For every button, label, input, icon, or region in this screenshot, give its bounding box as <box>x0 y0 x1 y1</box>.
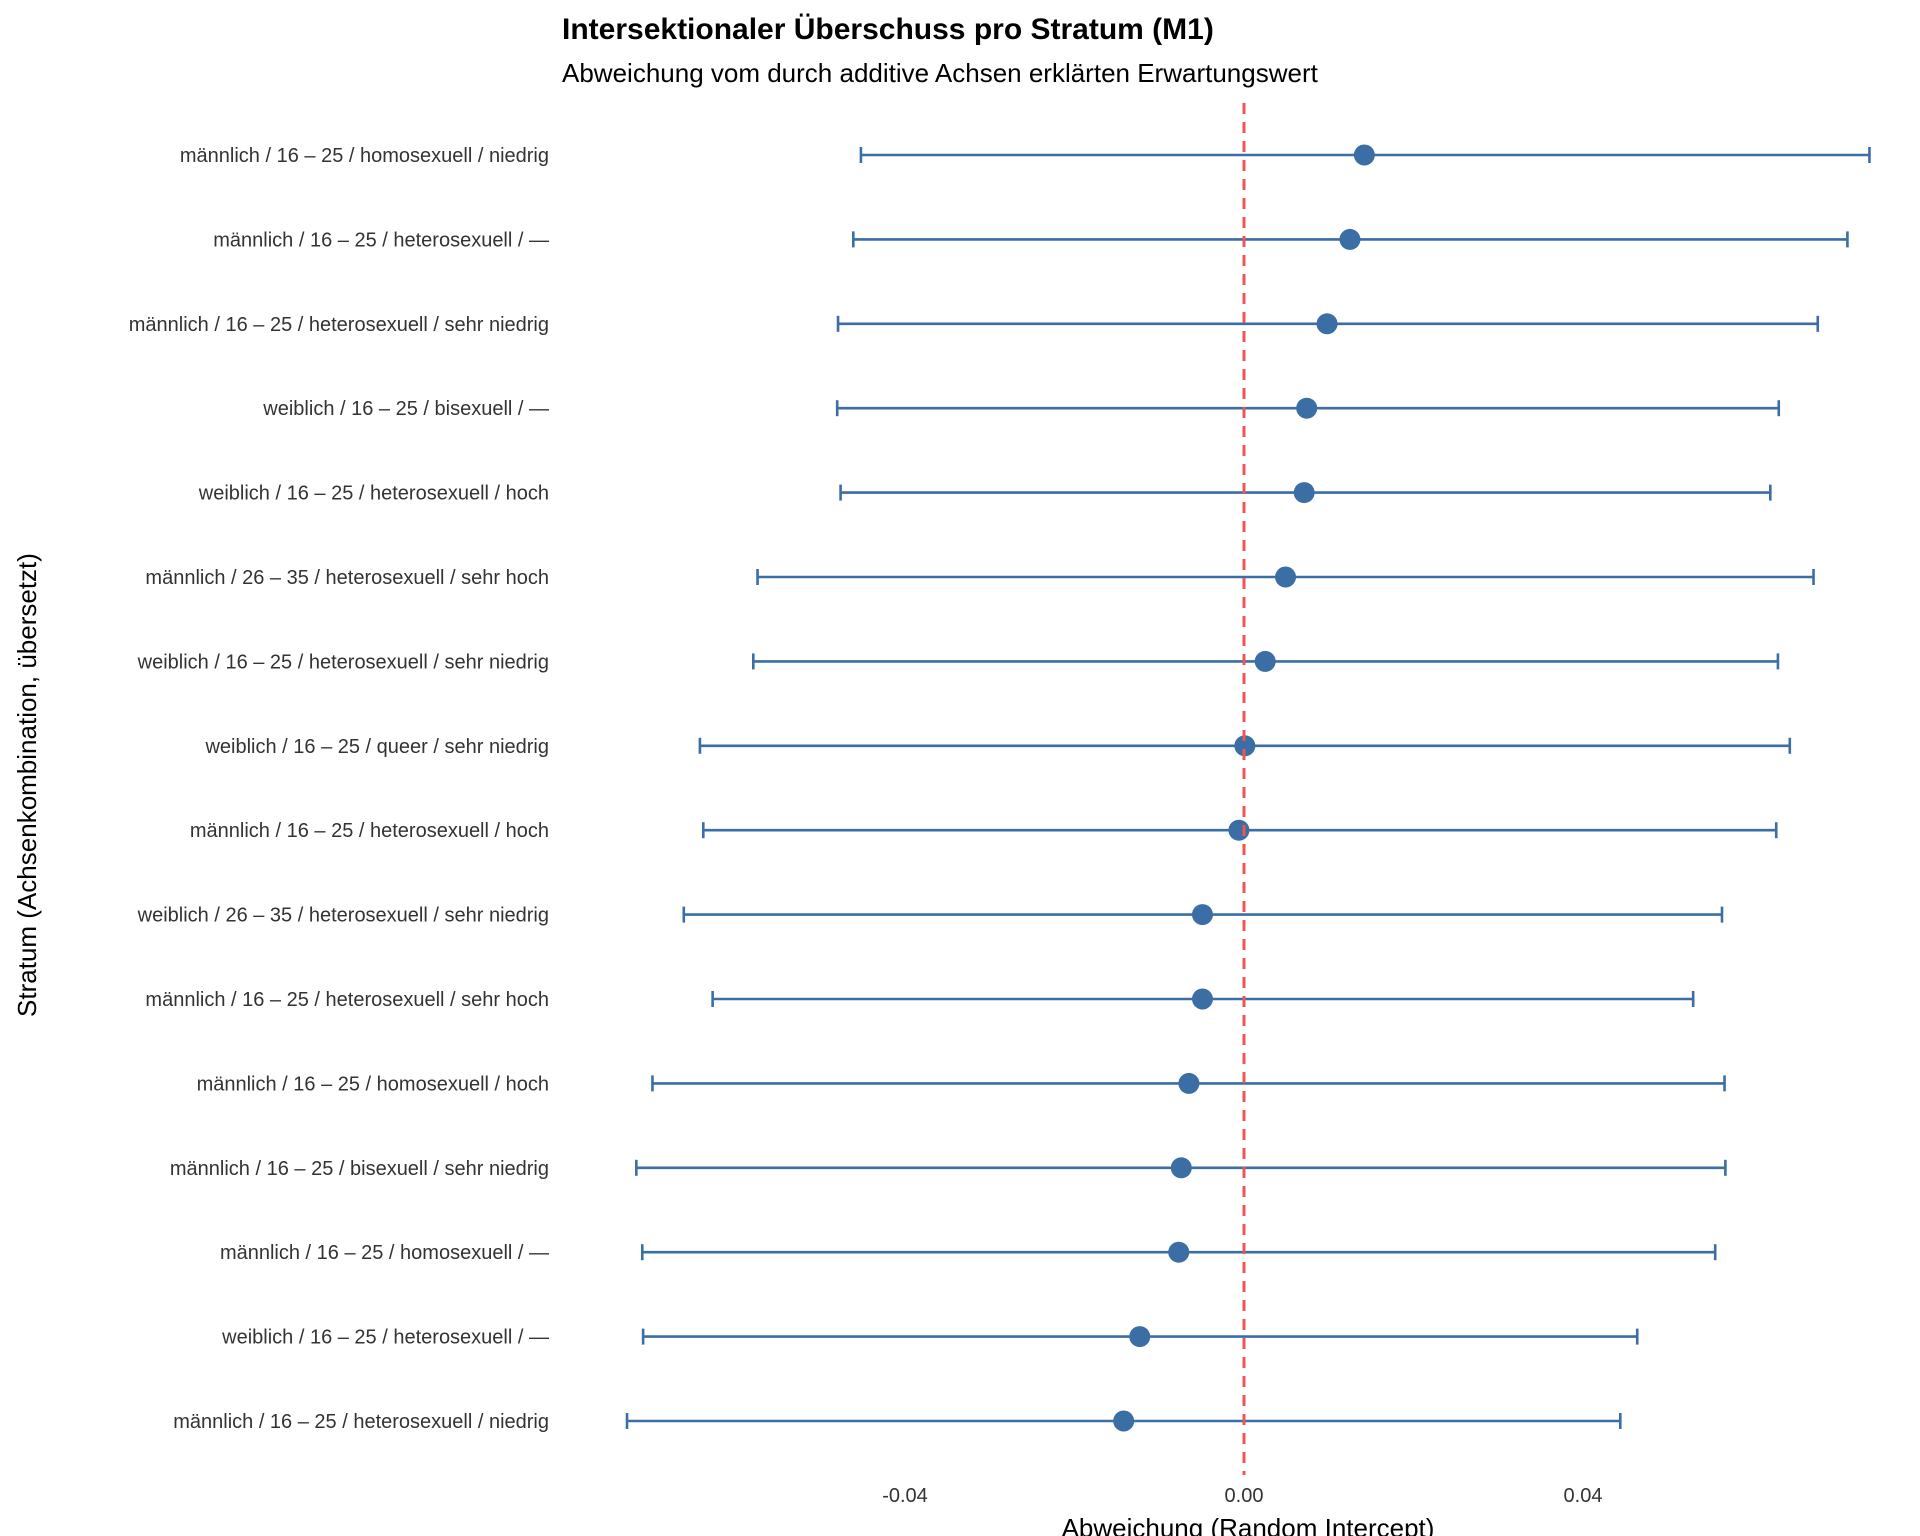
stratum-row <box>756 566 1815 588</box>
estimate-point <box>1275 566 1297 588</box>
estimate-point <box>1191 904 1213 926</box>
y-tick-label: männlich / 16 – 25 / heterosexuell / — <box>213 229 549 251</box>
stratum-row <box>640 1241 1717 1263</box>
y-tick-label: männlich / 16 – 25 / heterosexuell / hoc… <box>190 820 549 842</box>
stratum-row <box>839 482 1772 504</box>
stratum-row <box>852 228 1849 250</box>
stratum-row <box>641 1326 1639 1348</box>
estimate-point <box>1353 144 1375 166</box>
stratum-row <box>751 650 1780 672</box>
y-tick-label: weiblich / 16 – 25 / heterosexuell / seh… <box>137 651 549 673</box>
y-tick-label: männlich / 16 – 25 / homosexuell / niedr… <box>180 145 549 167</box>
stratum-row <box>835 397 1781 419</box>
y-axis-tick-labels: männlich / 16 – 25 / homosexuell / niedr… <box>129 145 549 1433</box>
x-axis-tick-labels: -0.04 0.00 0.04 <box>882 1485 1602 1507</box>
stratum-row <box>625 1410 1622 1432</box>
estimate-point <box>1168 1241 1190 1263</box>
y-tick-label: männlich / 26 – 35 / heterosexuell / seh… <box>145 567 549 589</box>
stratum-row <box>682 904 1724 926</box>
estimate-point <box>1339 228 1361 250</box>
estimate-point <box>1129 1326 1151 1348</box>
estimate-point <box>1170 1157 1192 1179</box>
y-tick-label: weiblich / 16 – 25 / bisexuell / — <box>262 398 549 420</box>
y-tick-label: männlich / 16 – 25 / bisexuell / sehr ni… <box>170 1158 549 1180</box>
chart-subtitle: Abweichung vom durch additive Achsen erk… <box>562 58 1319 88</box>
stratum-row <box>651 1072 1726 1094</box>
y-tick-label: weiblich / 16 – 25 / heterosexuell / — <box>221 1327 549 1349</box>
estimate-point <box>1113 1410 1135 1432</box>
y-tick-label: männlich / 16 – 25 / homosexuell / — <box>220 1242 549 1264</box>
y-tick-label: männlich / 16 – 25 / heterosexuell / nie… <box>173 1411 549 1433</box>
y-tick-label: männlich / 16 – 25 / heterosexuell / seh… <box>129 314 549 336</box>
x-tick-label: 0.00 <box>1225 1485 1264 1507</box>
estimate-point <box>1178 1072 1200 1094</box>
x-axis-title: Abweichung (Random Intercept) <box>1062 1513 1435 1536</box>
x-tick-label: -0.04 <box>882 1485 928 1507</box>
y-tick-label: männlich / 16 – 25 / heterosexuell / seh… <box>145 989 549 1011</box>
stratum-row <box>859 144 1871 166</box>
x-tick-label: 0.04 <box>1564 1485 1603 1507</box>
stratum-row <box>711 988 1695 1010</box>
y-tick-label: weiblich / 16 – 25 / queer / sehr niedri… <box>204 736 549 758</box>
stratum-row <box>836 313 1820 335</box>
plot-area <box>625 144 1871 1432</box>
estimate-point <box>1191 988 1213 1010</box>
stratum-row <box>635 1157 1727 1179</box>
chart-title: Intersektionaler Überschuss pro Stratum … <box>562 13 1214 46</box>
estimate-point <box>1316 313 1338 335</box>
estimate-point <box>1296 397 1318 419</box>
estimate-point <box>1254 650 1276 672</box>
estimate-point <box>1234 735 1256 757</box>
estimate-point <box>1293 482 1315 504</box>
y-axis-title: Stratum (Achsenkombination, übersetzt) <box>12 553 42 1017</box>
y-tick-label: männlich / 16 – 25 / homosexuell / hoch <box>197 1073 549 1095</box>
stratum-row <box>698 735 1792 757</box>
estimate-point <box>1228 819 1250 841</box>
y-tick-label: weiblich / 16 – 25 / heterosexuell / hoc… <box>198 483 549 505</box>
stratum-row <box>701 819 1778 841</box>
y-tick-label: weiblich / 26 – 35 / heterosexuell / seh… <box>137 905 549 927</box>
